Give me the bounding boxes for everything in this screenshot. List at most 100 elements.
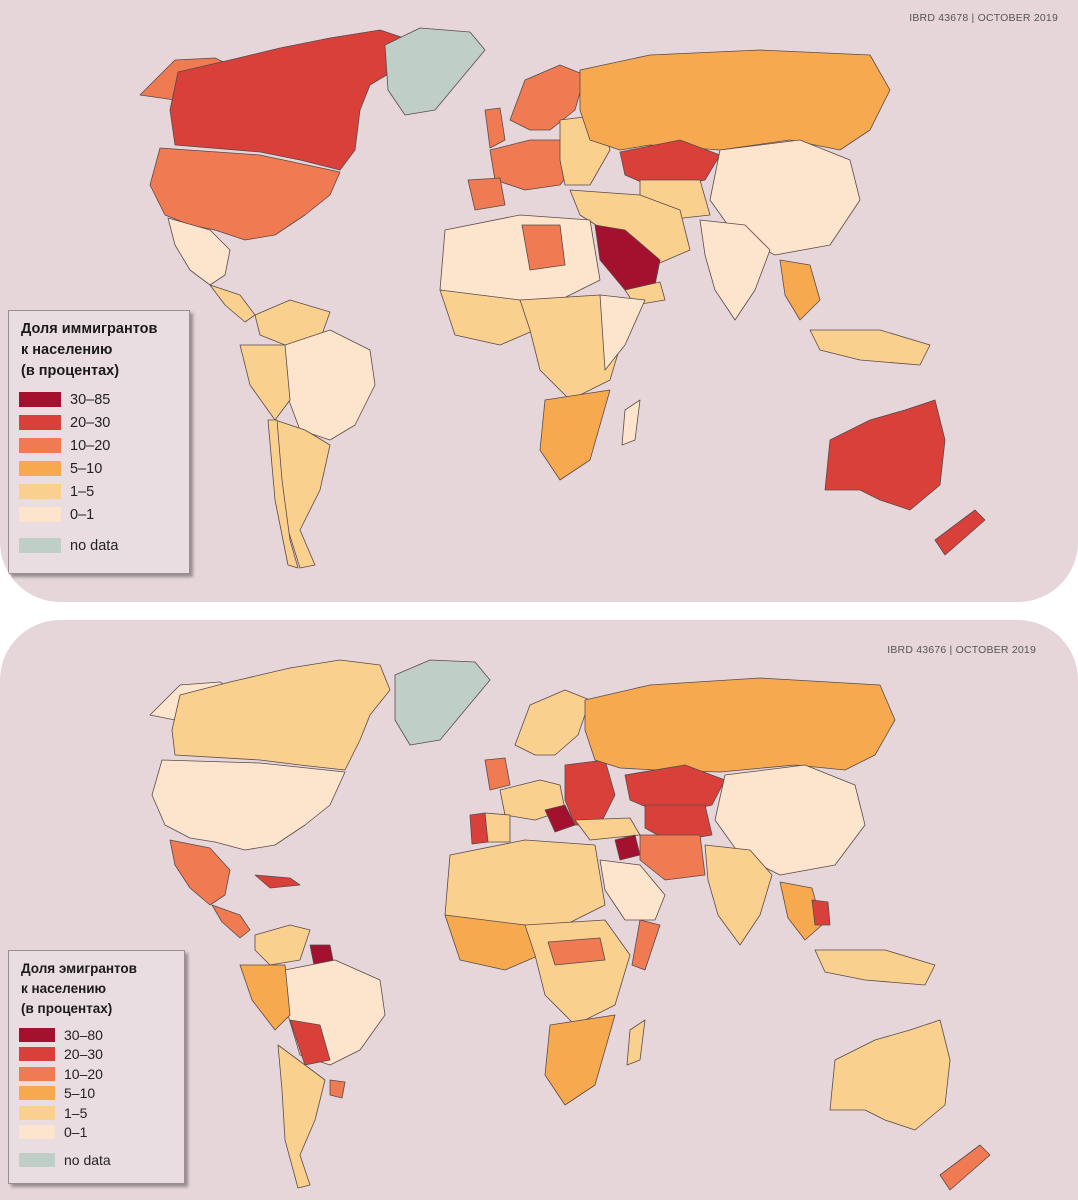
region-south-sudan-car [547,937,606,966]
region-usa [151,759,346,851]
region-kazakhstan [619,139,721,191]
legend-swatch [19,1047,55,1062]
legend-label: 20–30 [64,1046,103,1063]
region-central-africa [524,919,631,1026]
legend-label: no data [70,537,119,554]
region-iran-afghanistan [639,834,706,881]
region-kazakhstan [624,764,726,816]
legend-title: Доля эмигрантов к населению (в процентах… [21,959,174,1019]
legend-item: 5–10 [19,457,179,480]
legend-swatch [19,484,61,499]
legend-label: no data [64,1151,111,1168]
legend-swatch [19,415,61,430]
region-central-america [209,284,256,323]
legend-swatch [19,1066,55,1081]
legend-title: Доля иммигрантов к населению (в процента… [21,319,179,382]
legend-swatch [19,1152,55,1167]
region-spain [484,812,511,843]
legend-label: 1–5 [70,483,95,500]
region-scandinavia [514,689,591,756]
legend-label: 5–10 [70,460,103,477]
region-arabia [599,859,666,921]
region-peru-ecuador [239,964,291,1031]
region-new-zealand [939,1144,991,1191]
legend-title-line: Доля эмигрантов [21,961,137,976]
region-greenland [394,659,491,746]
immigrants-legend: Доля иммигрантов к населению (в процента… [8,310,190,574]
legend-item: 30–85 [19,388,179,411]
region-canada [169,29,411,171]
map-reference: IBRD 43678 | OCTOBER 2019 [909,12,1058,24]
region-indonesia [809,329,931,366]
legend-swatch [19,438,61,453]
legend-swatch [19,1027,55,1042]
region-canada [171,659,391,771]
region-turkey-iran [569,189,691,266]
region-uk [484,107,506,149]
legend-label: 30–80 [64,1026,103,1043]
region-southeast-asia [779,881,823,941]
legend-label: 10–20 [64,1065,103,1082]
region-madagascar [626,1019,646,1066]
legend-item: 1–5 [19,1103,174,1123]
region-indonesia-philippines [814,949,936,986]
region-mexico [167,217,231,286]
region-southern-africa [544,1014,616,1106]
legend-swatch [19,1086,55,1101]
region-australia [824,399,946,511]
region-southern-africa [539,389,611,481]
region-india [704,844,773,946]
region-madagascar [621,399,641,446]
legend-label: 5–10 [64,1085,96,1102]
region-greenland [384,27,486,116]
legend-item: 0–1 [19,1123,174,1143]
legend-title-line: (в процентах) [21,363,120,379]
region-russia [579,49,891,151]
legend-item-no-data: no data [19,534,179,557]
map-reference: IBRD 43676 | OCTOBER 2019 [887,644,1036,656]
legend-label: 20–30 [70,414,111,431]
legend-title-line: к населению [21,342,113,358]
legend-swatch [19,461,61,476]
region-syria [614,834,641,861]
region-chile [267,419,299,569]
legend-item: 20–30 [19,411,179,434]
legend-swatch [19,538,61,553]
region-colombia-venezuela [254,924,311,966]
emigrants-legend: Доля эмигрантов к населению (в процентах… [8,950,185,1184]
region-india [699,219,771,321]
region-libya [521,224,566,271]
legend-title-line: (в процентах) [21,1001,113,1016]
immigrants-map-panel: IBRD 43678 | OCTOBER 2019 Доля иммигрант… [0,0,1078,602]
region-bolivia-paraguay [289,1019,331,1066]
legend-label: 0–1 [64,1124,88,1141]
legend-item: 0–1 [19,503,179,526]
region-russia [584,677,896,773]
region-southeast-asia [779,259,821,321]
legend-label: 10–20 [70,437,111,454]
region-peru-bolivia [239,344,291,421]
region-laos-cambodia [811,899,831,926]
region-north-africa [444,839,606,926]
legend-item: 10–20 [19,434,179,457]
legend-title-line: к населению [21,981,107,996]
region-new-zealand [934,509,986,556]
region-eastern-europe [564,759,616,826]
region-argentina [277,1044,326,1189]
region-uruguay [329,1079,346,1099]
immigrants-world-map [139,27,986,569]
legend-label: 30–85 [70,391,111,408]
legend-item: 30–80 [19,1025,174,1045]
region-west-africa [444,914,541,971]
legend-swatch [19,1105,55,1120]
legend-swatch [19,1125,55,1140]
region-east-africa [599,294,646,371]
legend-item: 5–10 [19,1084,174,1104]
legend-swatch [19,392,61,407]
region-central-america [211,904,251,939]
region-iberia [467,177,506,211]
region-caribbean [254,874,301,889]
region-australia [829,1019,951,1131]
legend-title-line: Доля иммигрантов [21,321,158,337]
region-somalia [631,919,661,971]
